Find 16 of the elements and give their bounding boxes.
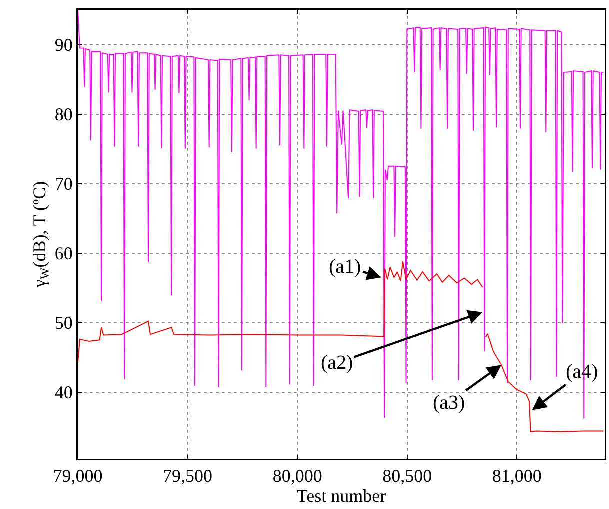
y-tick-label: 80 bbox=[54, 104, 73, 125]
x-tick-label: 79,500 bbox=[163, 466, 213, 486]
y-tick-label: 70 bbox=[54, 174, 73, 194]
line-series bbox=[78, 10, 604, 420]
y-tick-label: 50 bbox=[54, 313, 73, 334]
x-tick-label: 80,000 bbox=[272, 466, 322, 486]
y-tick-label: 90 bbox=[54, 35, 73, 56]
y-tick-label: 40 bbox=[54, 382, 73, 403]
annotation: (a2) bbox=[321, 352, 354, 374]
x-axis-title: Test number bbox=[296, 486, 386, 506]
x-tick-label: 80,500 bbox=[382, 466, 432, 486]
x-tick-label: 81,000 bbox=[492, 466, 542, 486]
y-tick-label: 60 bbox=[54, 244, 73, 264]
annotation: (a3) bbox=[433, 392, 466, 414]
x-tick-label: 79,000 bbox=[53, 466, 103, 486]
annotation: (a1) bbox=[329, 256, 362, 278]
